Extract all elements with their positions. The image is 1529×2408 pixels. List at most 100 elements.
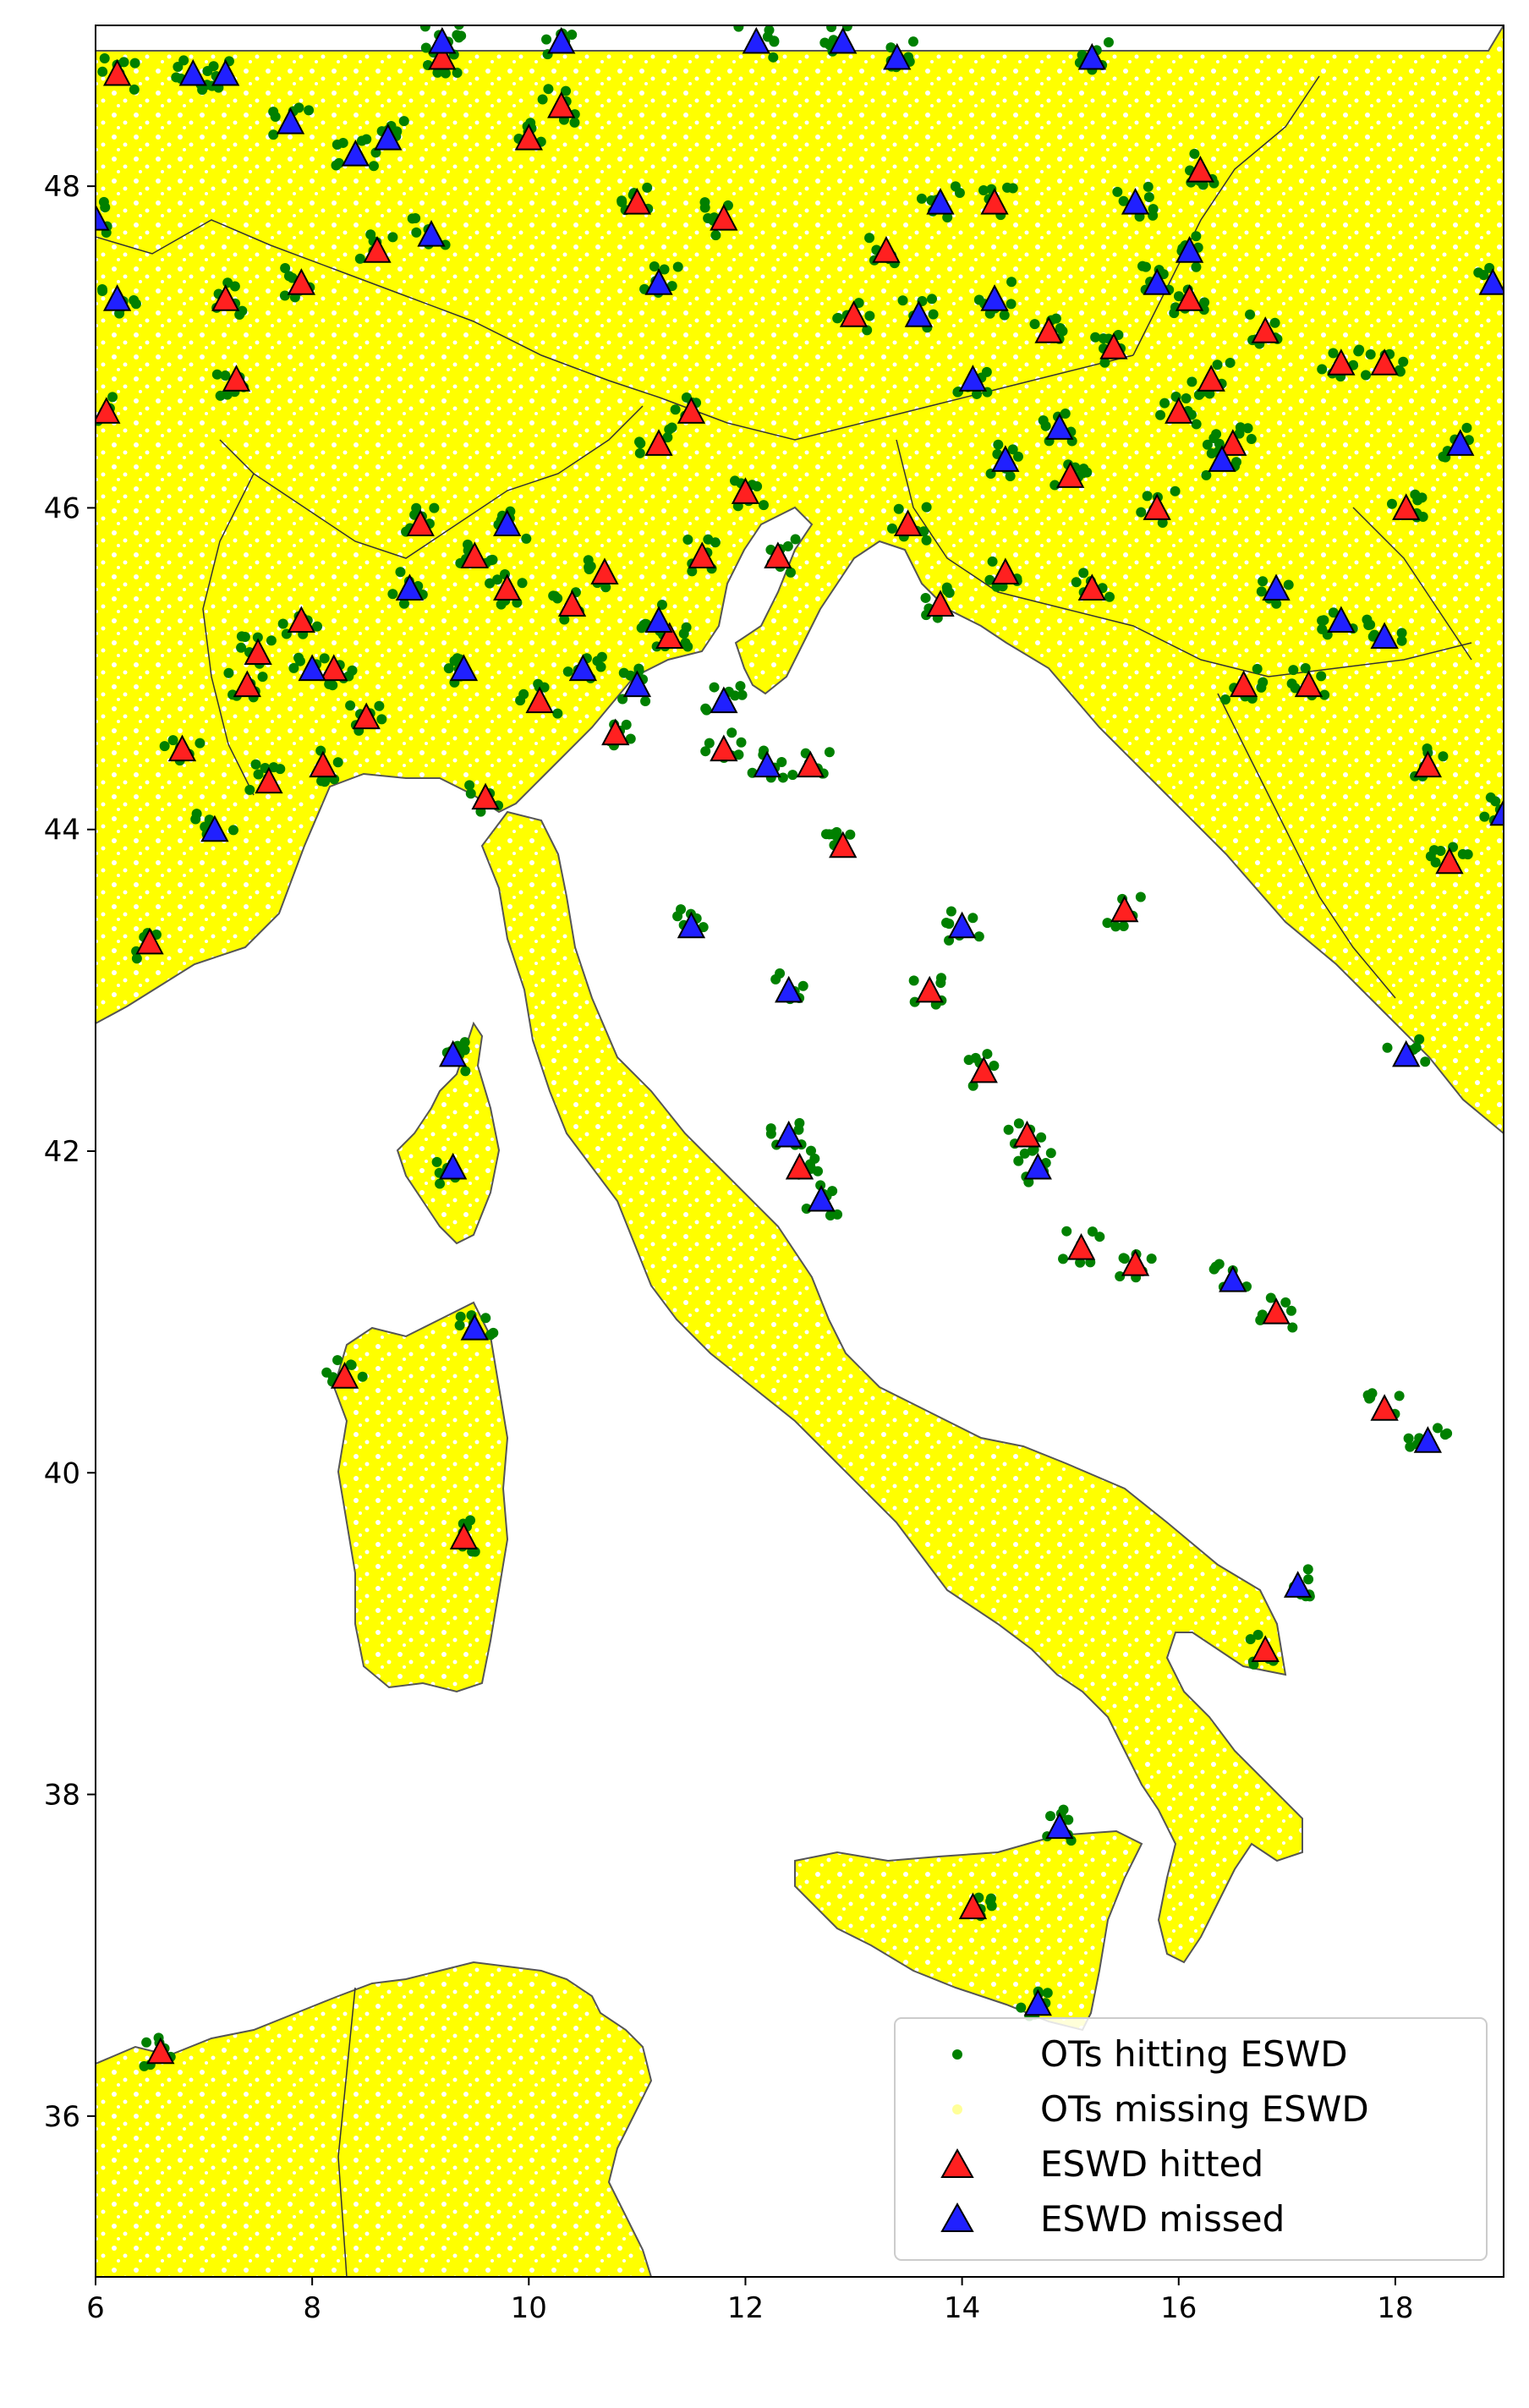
ot-hit-point	[1181, 392, 1192, 403]
ot-hit-point	[455, 1311, 466, 1322]
ot-hit-point	[967, 913, 978, 924]
ot-hit-point	[1143, 192, 1154, 203]
ot-hit-point	[832, 1209, 843, 1220]
eswd-miss-point	[493, 509, 522, 536]
ot-hit-point	[617, 195, 627, 206]
eswd-hit-point	[363, 236, 392, 263]
ot-hit-point	[1157, 517, 1168, 528]
ot-hit-point	[454, 1319, 465, 1330]
ot-hit-point	[543, 84, 554, 95]
ot-hit-point	[1403, 1433, 1414, 1444]
eswd-hit-point	[1034, 316, 1063, 343]
eswd-hit-point	[1165, 397, 1193, 424]
ot-hit-point	[907, 36, 918, 47]
ot-hit-point	[118, 57, 129, 68]
ot-hit-point	[167, 735, 178, 746]
ot-hit-point	[1328, 607, 1339, 618]
ot-hit-point	[809, 1153, 820, 1164]
legend-label-eswd-hit: ESWD hitted	[1040, 2143, 1263, 2185]
y-tick-label: 46	[44, 491, 80, 525]
ot-hit-point	[562, 666, 573, 677]
x-tick-label: 10	[511, 2291, 547, 2325]
eswd-hit-point	[428, 42, 457, 70]
ot-hit-point	[1242, 423, 1253, 434]
eswd-hit-point	[710, 734, 738, 762]
ot-hit-point	[945, 906, 956, 917]
ot-hit-point	[268, 129, 279, 140]
ot-hit-point	[649, 261, 660, 272]
ot-hit-point	[1430, 857, 1441, 868]
eswd-hit-point	[601, 718, 630, 746]
eswd-hit-point	[731, 477, 760, 504]
ot-hit-point	[346, 1359, 357, 1370]
ot-hit-point	[480, 1313, 491, 1324]
eswd-miss-point	[883, 42, 912, 70]
ot-hit-point	[659, 264, 670, 275]
eswd-hit-point	[309, 750, 337, 778]
ot-hit-point	[304, 105, 315, 116]
eswd-hit-point	[460, 541, 489, 568]
eswd-miss-point	[775, 1120, 803, 1148]
ot-hit-point	[737, 689, 748, 700]
x-tick-label: 14	[944, 2291, 980, 2325]
ot-hit-point	[460, 1066, 471, 1077]
ot-hit-point	[1252, 1629, 1263, 1640]
eswd-hit-point	[622, 188, 652, 215]
ot-hit-point	[1414, 1034, 1425, 1045]
ot-hit-point	[864, 310, 875, 321]
ot-hit-point	[279, 290, 290, 301]
eswd-hit-point	[872, 236, 901, 263]
ot-hit-point	[98, 196, 109, 207]
ot-hit-point	[687, 566, 698, 577]
ot-hit-point	[331, 160, 342, 171]
ot-hit-point	[633, 663, 644, 674]
border-line	[1352, 507, 1472, 661]
ot-hit-point	[864, 233, 875, 244]
eswd-hit-point	[590, 557, 619, 584]
ot-hit-point	[376, 714, 387, 725]
ot-hit-point	[700, 746, 711, 757]
ot-hit-point	[440, 68, 451, 79]
ot-hit-point	[1206, 447, 1217, 458]
ot-hit-point	[786, 567, 797, 578]
x-tick-label: 6	[86, 2291, 105, 2325]
ot-hit-point	[1507, 261, 1517, 272]
eswd-hit-point	[1219, 429, 1247, 456]
ot-hit-point	[827, 1186, 838, 1197]
eswd-hit-point	[764, 541, 792, 568]
ot-hit-point	[1302, 1564, 1313, 1575]
ot-hit-point	[1398, 356, 1409, 367]
ot-hit-point	[1506, 266, 1516, 277]
ot-hit-point	[770, 974, 781, 985]
eswd-hit-point	[287, 606, 316, 634]
ot-hit-point	[277, 618, 288, 629]
ot-hit-point	[1045, 1148, 1056, 1159]
eswd-miss-point	[829, 26, 858, 54]
eswd-miss-point	[1045, 1812, 1074, 1840]
eswd-hit-point	[958, 1892, 988, 1920]
ot-hit-point	[432, 67, 443, 78]
eswd-hit-point	[244, 638, 272, 666]
ot-hit-point	[321, 1367, 332, 1378]
ot-hit-point	[787, 770, 798, 781]
ot-hit-point	[1199, 297, 1210, 308]
ot-hit-point	[963, 1055, 974, 1066]
ot-hit-point	[735, 681, 746, 692]
ot-hit-point	[280, 262, 291, 273]
ot-hit-point	[1317, 364, 1328, 375]
eswd-miss-point	[807, 1184, 836, 1212]
ot-hit-point	[354, 253, 365, 264]
ot-hit-point	[769, 36, 780, 47]
ot-hit-point	[1382, 1042, 1393, 1053]
ot-hit-point	[1513, 819, 1523, 829]
eswd-miss-point	[211, 58, 240, 86]
eswd-miss-point	[200, 815, 229, 842]
eswd-hit-point	[1056, 461, 1085, 488]
eswd-miss-point	[1489, 798, 1504, 826]
legend-marker-ot-miss	[952, 2104, 962, 2115]
ot-hit-point	[1246, 434, 1257, 445]
land-layer	[96, 25, 1504, 2277]
y-axis: 36 38 40 42 44 46 48	[44, 170, 96, 2134]
ot-hit-point	[897, 295, 908, 306]
borders	[96, 75, 1472, 2277]
